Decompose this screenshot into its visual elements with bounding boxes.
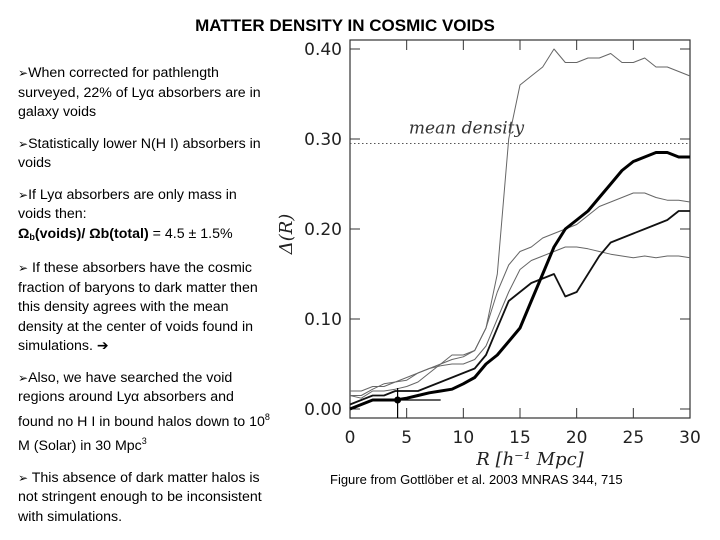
bullet-arrow-icon: ➢ [18, 66, 29, 80]
mean-density-annotation: mean density [409, 119, 525, 139]
x-tick-label: 25 [623, 428, 645, 448]
x-tick-label: 20 [566, 428, 588, 448]
bullet-dark-matter-halos: ➢ This absence of dark matter halos is n… [18, 469, 270, 528]
omega-value: = 4.5 ± 1.5% [148, 225, 233, 242]
bullet-arrow-icon: ➢ [18, 187, 29, 202]
series-medium [349, 210, 690, 406]
bullet-text: This absence of dark matter halos is not… [18, 469, 262, 525]
bullet-arrow-icon: ➢ [18, 136, 29, 151]
y-tick-label: 0.00 [304, 400, 342, 420]
series-thin-1 [349, 48, 691, 399]
y-tick-label: 0.30 [304, 130, 342, 150]
y-tick-label: 0.10 [304, 310, 342, 330]
bullet-arrow-icon: ➢ [18, 261, 29, 275]
x-tick-label: 0 [345, 428, 356, 448]
series-thick [349, 151, 690, 411]
bullet-lower-nhi: ➢Statistically lower N(H I) absorbers in… [18, 135, 270, 174]
marker-point [394, 396, 402, 404]
x-tick-label: 30 [679, 428, 701, 448]
page-title: MATTER DENSITY IN COSMIC VOIDS [195, 16, 495, 35]
y-tick-label: 0.40 [304, 40, 342, 60]
bullet-text: When corrected for pathlength surveyed, … [18, 65, 261, 120]
bullet-arrow-icon: ➢ [18, 370, 29, 385]
y-axis-label: Δ(R) [276, 214, 297, 256]
x-tick-label: 10 [453, 428, 475, 448]
series-thin-3 [350, 246, 691, 392]
x-axis-label: R [h⁻¹ Mpc] [475, 449, 584, 470]
x-tick-label: 5 [401, 428, 412, 448]
right-arrow-icon: ➔ [96, 338, 109, 354]
bullet-list: ➢When corrected for pathlength surveyed,… [18, 64, 270, 539]
x-tick-label: 15 [509, 428, 531, 448]
bullet-pathlength: ➢When corrected for pathlength surveyed,… [18, 64, 270, 123]
y-tick-label: 0.20 [304, 220, 342, 240]
bullet-text: Statistically lower N(H I) absorbers in … [18, 135, 261, 172]
bullet-mass-in-voids: ➢If Lyα absorbers are only mass in voids… [18, 186, 270, 248]
bullet-cosmic-fraction: ➢ If these absorbers have the cosmic fra… [18, 259, 270, 357]
bullet-text: If Lyα absorbers are only mass in voids … [18, 186, 237, 223]
figure-caption: Figure from Gottlöber et al. 2003 MNRAS … [330, 472, 623, 487]
bullet-arrow-icon: ➢ [18, 470, 29, 485]
bullet-text: If these absorbers have the cosmic fract… [18, 260, 258, 354]
bullet-void-search: ➢Also, we have searched the void regions… [18, 369, 270, 455]
omega-formula: Ωb(voids)/ Ωb(total) [18, 225, 149, 242]
plot-frame [349, 39, 691, 419]
series-thin-2 [350, 192, 691, 396]
